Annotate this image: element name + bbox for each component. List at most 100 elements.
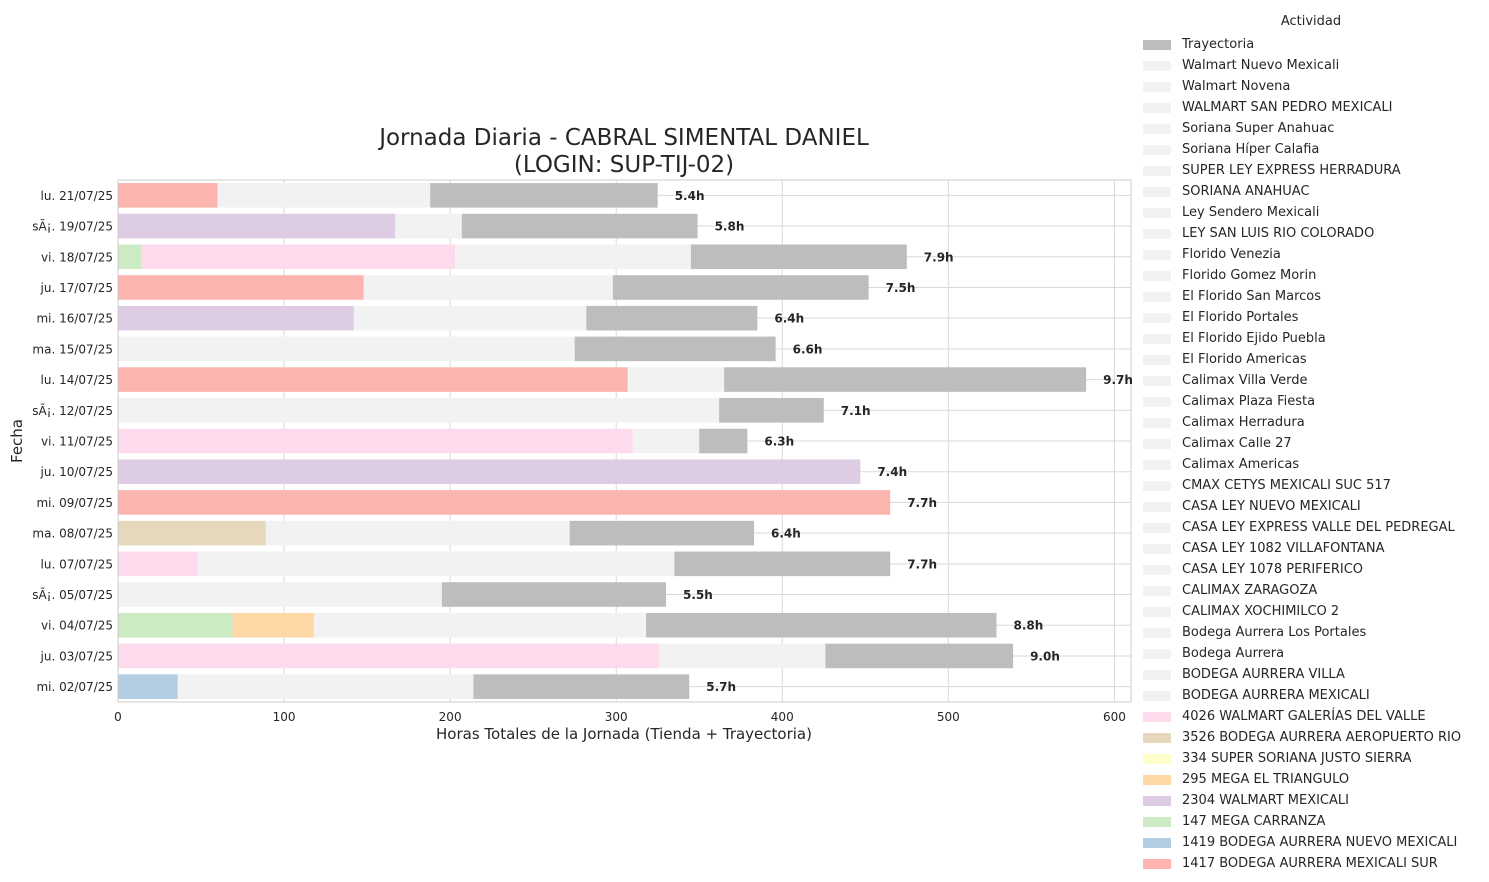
y-tick-label: ju. 10/07/25: [40, 465, 113, 479]
legend-item: LEY SAN LUIS RIO COLORADO: [1141, 223, 1481, 244]
bar-segment: [118, 490, 891, 515]
y-tick-label: sÃ¡. 19/07/25: [32, 219, 113, 234]
legend-label: Walmart Nuevo Mexicali: [1182, 58, 1340, 73]
x-tick-label: 400: [771, 710, 794, 724]
legend-item: 2304 WALMART MEXICALI: [1141, 790, 1481, 811]
legend-swatch: [1143, 102, 1171, 113]
legend-label: SORIANA ANAHUAC: [1182, 184, 1310, 199]
chart-title-line: Jornada Diaria - CABRAL SIMENTAL DANIEL: [377, 125, 869, 151]
legend-swatch: [1143, 732, 1171, 743]
x-tick-label: 100: [273, 710, 296, 724]
legend-item: Calimax Plaza Fiesta: [1141, 391, 1481, 412]
legend-swatch: [1143, 333, 1171, 344]
total-label: 8.8h: [1013, 619, 1043, 633]
y-tick-label: sÃ¡. 12/07/25: [32, 403, 113, 418]
legend-item: Ley Sendero Mexicali: [1141, 202, 1481, 223]
legend-item: SORIANA ANAHUAC: [1141, 181, 1481, 202]
legend-item: CMAX CETYS MEXICALI SUC 517: [1141, 475, 1481, 496]
total-label: 5.8h: [715, 220, 745, 234]
bar-segment: [118, 398, 720, 423]
legend-item: El Florido San Marcos: [1141, 286, 1481, 307]
legend-swatch: [1143, 39, 1171, 50]
total-label: 5.7h: [706, 680, 736, 694]
bar-segment: [118, 213, 396, 239]
bar-segment: [586, 305, 758, 331]
total-label: 6.3h: [764, 435, 794, 449]
legend-swatch: [1143, 144, 1171, 155]
legend-item: El Florido Portales: [1141, 307, 1481, 328]
legend-item: 295 MEGA EL TRIANGULO: [1141, 769, 1481, 790]
legend-item: 3526 BODEGA AURRERA AEROPUERTO RIO: [1141, 727, 1481, 748]
bar-segment: [363, 275, 613, 300]
legend-swatch: [1143, 249, 1171, 260]
x-tick-label: 600: [1103, 710, 1126, 724]
y-tick-label: ju. 17/07/25: [40, 281, 113, 295]
total-label: 7.4h: [877, 465, 907, 479]
bar-segment: [118, 428, 633, 454]
bar-segment: [265, 520, 570, 546]
y-tick-label: ma. 08/07/25: [32, 527, 113, 541]
legend-label: 147 MEGA CARRANZA: [1182, 814, 1326, 829]
legend-swatch: [1143, 396, 1171, 407]
bar-segment: [441, 582, 667, 607]
y-axis-label: Fecha: [8, 419, 26, 463]
legend-label: Soriana Híper Calafia: [1182, 142, 1320, 157]
bar-segment: [118, 612, 233, 638]
legend-item: Walmart Novena: [1141, 76, 1481, 97]
chart-title: Jornada Diaria - CABRAL SIMENTAL DANIEL(…: [377, 125, 869, 178]
bar-chart: 0 100 200 300 400 500 600 lu. 21/07/25 sÃ¡. 19/…: [8, 125, 1133, 743]
y-tick-label: lu. 14/07/25: [41, 373, 113, 387]
legend-swatch: [1143, 585, 1171, 596]
x-tick-label: 500: [937, 710, 960, 724]
legend-item: 4026 WALMART GALERÍAS DEL VALLE: [1141, 706, 1481, 727]
legend-item: BODEGA AURRERA MEXICALI: [1141, 685, 1481, 706]
legend-item: Trayectoria: [1141, 34, 1481, 55]
y-ticks: lu. 21/07/25 sÃ¡. 19/07/25 vi. 18/07/25 ju.…: [32, 189, 113, 694]
x-tick-label: 0: [114, 710, 122, 724]
bar-segment: [118, 520, 266, 546]
legend-swatch: [1143, 165, 1171, 176]
legend-swatch: [1143, 123, 1171, 134]
legend-label: CASA LEY 1078 PERIFERICO: [1182, 562, 1364, 577]
legend-label: 334 SUPER SORIANA JUSTO SIERRA: [1182, 751, 1412, 766]
total-label: 6.6h: [793, 342, 823, 356]
legend-label: 4026 WALMART GALERÍAS DEL VALLE: [1182, 709, 1426, 724]
bar-segment: [141, 244, 456, 270]
bar-segment: [674, 551, 891, 577]
legend-label: CASA LEY NUEVO MEXICALI: [1182, 499, 1361, 514]
bar-segment: [659, 643, 826, 669]
total-label: 9.7h: [1103, 373, 1133, 387]
legend-swatch: [1143, 858, 1171, 869]
legend-label: El Florido San Marcos: [1182, 289, 1322, 304]
legend-swatch: [1143, 669, 1171, 680]
total-label: 9.0h: [1030, 649, 1060, 663]
total-label: 7.5h: [886, 281, 916, 295]
bar-segment: [719, 398, 824, 423]
legend-label: 3526 BODEGA AURRERA AEROPUERTO RIO: [1182, 730, 1462, 745]
bar-segment: [395, 213, 462, 239]
legend-item: Walmart Nuevo Mexicali: [1141, 55, 1481, 76]
legend-item: Bodega Aurrera Los Portales: [1141, 622, 1481, 643]
legend-item: Florido Gomez Morin: [1141, 265, 1481, 286]
legend-swatch: [1143, 480, 1171, 491]
legend-label: 1419 BODEGA AURRERA NUEVO MEXICALI: [1182, 835, 1458, 850]
total-label: 5.5h: [683, 588, 713, 602]
legend-item: 334 SUPER SORIANA JUSTO SIERRA: [1141, 748, 1481, 769]
bar-segment: [455, 244, 691, 270]
bar-segment: [724, 367, 1087, 392]
legend-item: El Florido Americas: [1141, 349, 1481, 370]
legend-item: Bodega Aurrera: [1141, 643, 1481, 664]
bar-segment: [118, 275, 364, 300]
legend-item: Soriana Super Anahuac: [1141, 118, 1481, 139]
bar-segment: [118, 551, 198, 577]
legend-item: SUPER LEY EXPRESS HERRADURA: [1141, 160, 1481, 181]
bar-segment: [197, 551, 675, 577]
bar-segment: [632, 428, 700, 454]
legend-swatch: [1143, 417, 1171, 428]
plot-frame: [117, 179, 1132, 703]
total-label: 7.1h: [841, 404, 871, 418]
bar-segment: [646, 612, 997, 638]
legend-label: CALIMAX ZARAGOZA: [1182, 583, 1318, 598]
legend-label: Soriana Super Anahuac: [1182, 121, 1335, 136]
legend-swatch: [1143, 501, 1171, 512]
